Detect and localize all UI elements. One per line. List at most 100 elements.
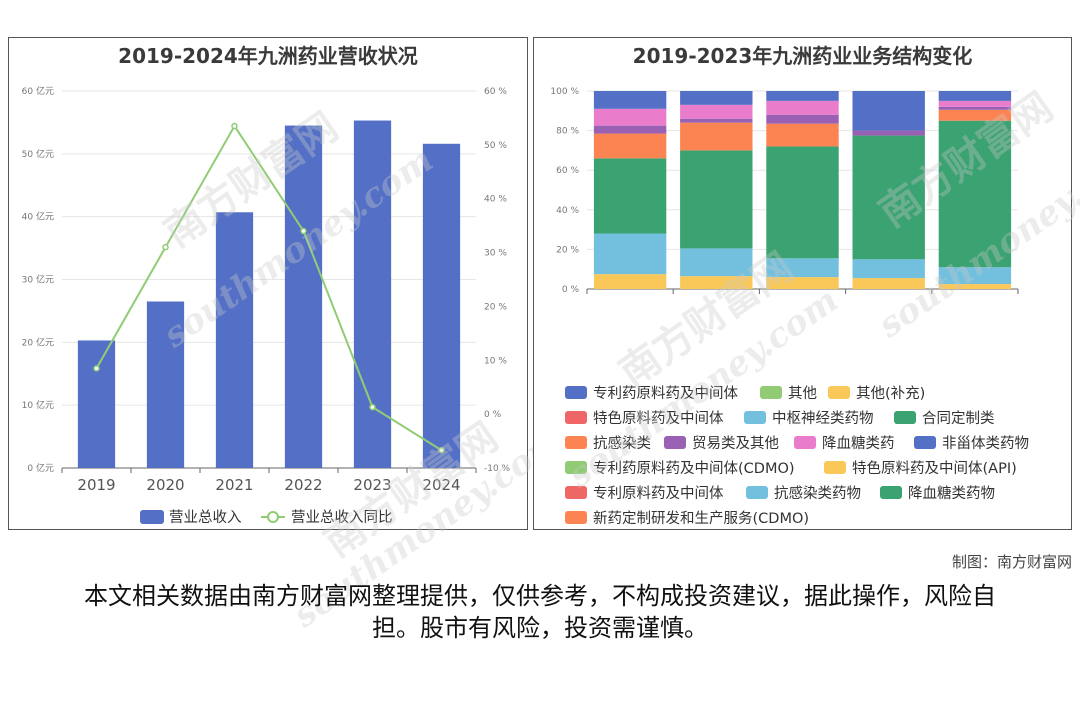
y-tick-label: 100 % [550,87,579,97]
legend-item: 专利药原料药及中间体(CDMO) [565,457,795,478]
y-right-tick-label: 20 % [484,302,507,312]
legend-swatch-revenue [140,510,164,524]
y-tick-label: 60 % [556,166,579,176]
legend-label: 专利原料药及中间体 [593,486,724,502]
revenue-chart-title: 2019-2024年九洲药业营收状况 [118,44,418,68]
x-tick-label: 2019 [611,296,649,298]
legend-swatch [828,386,850,399]
revenue-bar [215,212,254,468]
legend-item: 贸易类及其他 [664,432,779,453]
legend-item: 新药定制研发和生产服务(CDMO) [565,507,809,528]
yoy-growth-point [231,122,238,130]
legend-swatch [914,436,936,449]
x-tick-label: 2022 [870,296,908,298]
stacked-segment [852,130,925,136]
stacked-segment [766,123,839,147]
stacked-segment [593,108,667,126]
legend-item: 特色原料药及中间体(API) [824,457,1017,478]
x-tick-label: 2024 [422,476,460,494]
stacked-segment [938,91,1012,101]
yoy-growth-point [369,403,376,411]
stacked-segment [938,267,1012,285]
revenue-bar [422,143,461,468]
legend-item: 非甾体类药物 [914,432,1029,453]
legend-label-revenue: 营业总收入 [169,509,242,526]
revenue-bar [146,301,185,468]
y-left-tick-label: 30 亿元 [22,274,54,286]
y-right-tick-label: 30 % [484,249,507,259]
yoy-growth-point [162,243,169,251]
legend-label: 贸易类及其他 [692,436,779,452]
legend-swatch [794,436,816,449]
legend-label: 特色原料药及中间体(API) [852,461,1017,477]
y-tick-label: 20 % [556,245,579,255]
revenue-chart-panel: 2019-2024年九洲药业营收状况 0 亿元 10 亿元 20 亿元 30 亿元 40… [8,37,571,636]
legend-label: 其他 [788,386,817,402]
legend-item: 专利药原料药及中间体 [565,382,738,403]
yoy-growth-point [300,227,307,235]
legend-label: 降血糖类药 [822,436,895,452]
stacked-segment [852,278,925,289]
stacked-segment [852,91,925,131]
legend-item: 抗感染类药物 [746,482,861,503]
stacked-segment [593,91,667,109]
stacked-segment [593,233,667,275]
stacked-segment [938,109,1012,121]
legend-label: 非甾体类药物 [942,436,1029,452]
legend-swatch [565,386,587,399]
legend-swatch [760,386,782,399]
x-tick-label: 2020 [146,476,184,494]
legend-swatch [894,411,916,424]
stacked-segment [680,91,753,105]
x-tick-label: 2020 [697,296,735,298]
legend-swatch [565,486,587,499]
chart-credit: 制图：南方财富网 [951,553,1072,571]
y-right-tick-label: 10 % [484,356,507,366]
legend-item: 其他 [760,382,817,403]
legend-swatch [565,461,587,474]
legend-item: 抗感染类 [565,432,651,453]
legend-item: 降血糖类药 [794,432,895,453]
legend-label: 专利药原料药及中间体 [593,386,738,402]
stacked-segment [938,120,1012,268]
stacked-segment [938,284,1012,289]
legend-label: 抗感染类 [593,436,651,452]
legend-label: 中枢神经类药物 [772,411,874,427]
stacked-segment [938,106,1012,110]
stacked-segment [852,135,925,260]
stacked-segment [680,118,753,123]
y-left-tick-label: 10 亿元 [22,399,54,411]
stacked-segment [766,91,839,101]
legend-swatch [746,486,768,499]
legend-label: 专利药原料药及中间体(CDMO) [593,461,795,477]
stacked-segment [593,133,667,159]
x-tick-label: 2021 [783,296,821,298]
stacked-segment [938,100,1012,107]
stacked-segment [593,158,667,234]
legend-swatch [824,461,846,474]
legend-item: 专利原料药及中间体 [565,482,724,503]
stacked-segment [680,104,753,119]
y-right-tick-label: 0 % [484,410,502,420]
yoy-growth-line [95,124,443,452]
yoy-growth-point [93,365,100,372]
y-tick-label: 0 % [562,285,580,295]
structure-chart-panel: 2019-2023年九洲药业业务结构变化 0 % 20 % 40 % 60 % 80 %… [533,37,1080,530]
legend-label: 其他(补充) [856,386,926,402]
x-tick-label: 2023 [956,296,994,298]
legend-label: 抗感染类药物 [774,486,861,502]
stacked-segment [593,274,667,289]
y-left-tick-label: 0 亿元 [27,462,54,474]
x-tick-label: 2019 [77,476,115,494]
stacked-segment [680,122,753,151]
y-left-tick-label: 40 亿元 [22,211,54,223]
legend-item: 其他(补充) [828,382,925,403]
stacked-segment [680,276,753,289]
y-left-tick-label: 20 亿元 [22,336,54,348]
legend-swatch [565,411,587,424]
revenue-chart-svg: 0 亿元 10 亿元 20 亿元 30 亿元 40 亿元 50 亿元 60 亿元 -10 % 0… [22,85,511,526]
legend-item: 合同定制类 [894,407,995,428]
legend-swatch [664,436,686,449]
legend-swatch [880,486,902,499]
legend-label: 合同定制类 [922,411,995,427]
